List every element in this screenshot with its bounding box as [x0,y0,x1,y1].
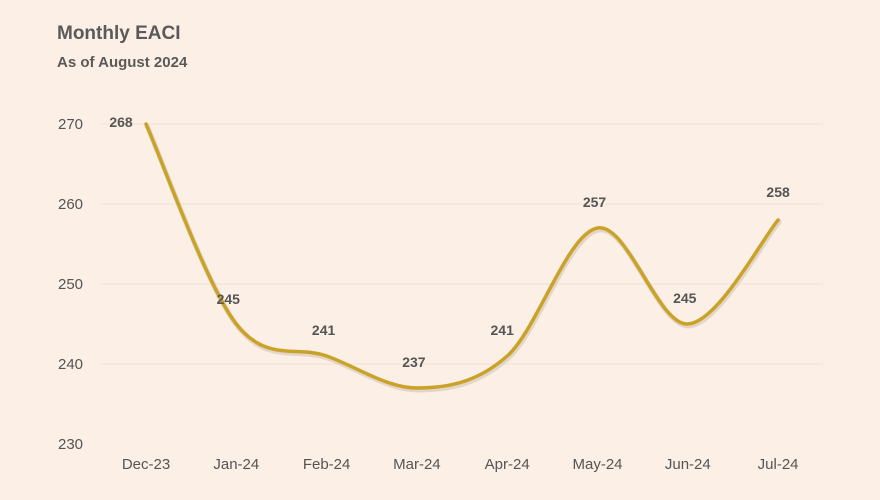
data-label: 241 [312,322,336,338]
y-tick-label: 250 [58,276,83,293]
x-tick-label: Dec-23 [122,456,170,473]
y-tick-label: 240 [58,356,83,373]
series-line-shadow [144,123,782,393]
data-label: 268 [109,114,133,130]
data-label: 237 [402,354,426,370]
chart-title: Monthly EACI [57,23,181,44]
data-label: 258 [766,184,790,200]
data-label: 241 [491,322,515,338]
data-label: 257 [583,194,607,210]
x-tick-label: May-24 [572,456,622,473]
y-tick-label: 260 [58,196,83,213]
x-tick-label: Jul-24 [758,456,799,473]
x-tick-label: Mar-24 [393,456,441,473]
x-tick-label: Feb-24 [303,456,351,473]
series-line [144,122,780,390]
x-tick-label: Jun-24 [665,456,711,473]
y-tick-label: 230 [58,436,83,453]
chart-subtitle: As of August 2024 [57,54,188,71]
y-tick-label: 270 [58,116,83,133]
data-label: 245 [217,291,241,307]
x-tick-label: Apr-24 [485,456,530,473]
x-tick-label: Jan-24 [213,456,259,473]
data-label: 245 [673,290,697,306]
